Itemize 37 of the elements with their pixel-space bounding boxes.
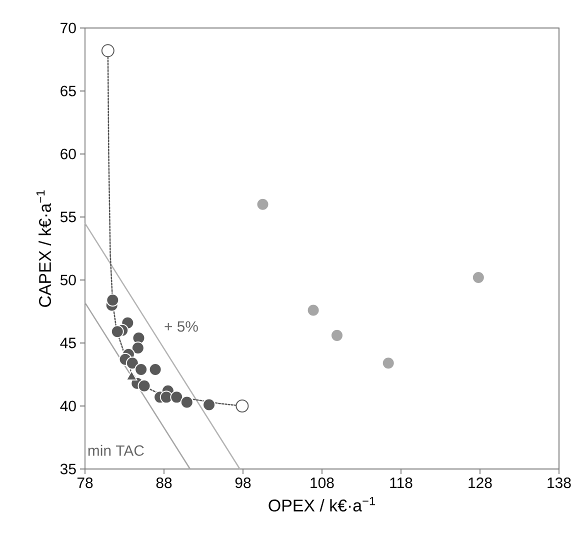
point: [382, 356, 395, 370]
point: [131, 342, 144, 355]
point: [126, 356, 139, 370]
y-tick-label: 45: [60, 338, 76, 348]
point: [170, 390, 184, 404]
x-tick-label: 138: [548, 478, 571, 488]
y-tick-label: 70: [60, 22, 76, 34]
x-tick-label: 108: [310, 478, 334, 488]
point: [101, 44, 114, 58]
point: [202, 398, 216, 412]
point: [472, 270, 485, 284]
y-tick-label: 40: [60, 400, 76, 412]
point: [148, 362, 162, 376]
x-tick-label: 118: [390, 478, 412, 488]
x-tick-label: 88: [156, 478, 172, 488]
y-tick-label: 60: [60, 148, 76, 160]
series-label: + 5%: [164, 321, 198, 332]
x-tick-label: 98: [235, 478, 251, 488]
point: [330, 328, 344, 342]
point: [110, 325, 124, 338]
y-tick-label: 55: [60, 212, 76, 222]
point: [256, 198, 270, 211]
x-tick-label: 128: [468, 478, 492, 488]
y-tick-label: 65: [60, 86, 76, 96]
point: [126, 370, 138, 381]
point: [106, 294, 120, 307]
point: [306, 304, 320, 317]
point: [236, 400, 249, 412]
point: [138, 379, 151, 392]
point: [134, 362, 148, 376]
y-tick-label: 50: [60, 274, 76, 286]
y-tick-label: 35: [60, 464, 76, 474]
point: [180, 396, 194, 409]
y-axis-title: CAPEX / k€·a$^{−1}$: [36, 190, 52, 307]
series-label: min TAC: [88, 444, 144, 456]
x-axis-title: OPEX / k€·a$^{−1}$: [268, 496, 375, 512]
x-tick-label: 78: [77, 478, 93, 488]
